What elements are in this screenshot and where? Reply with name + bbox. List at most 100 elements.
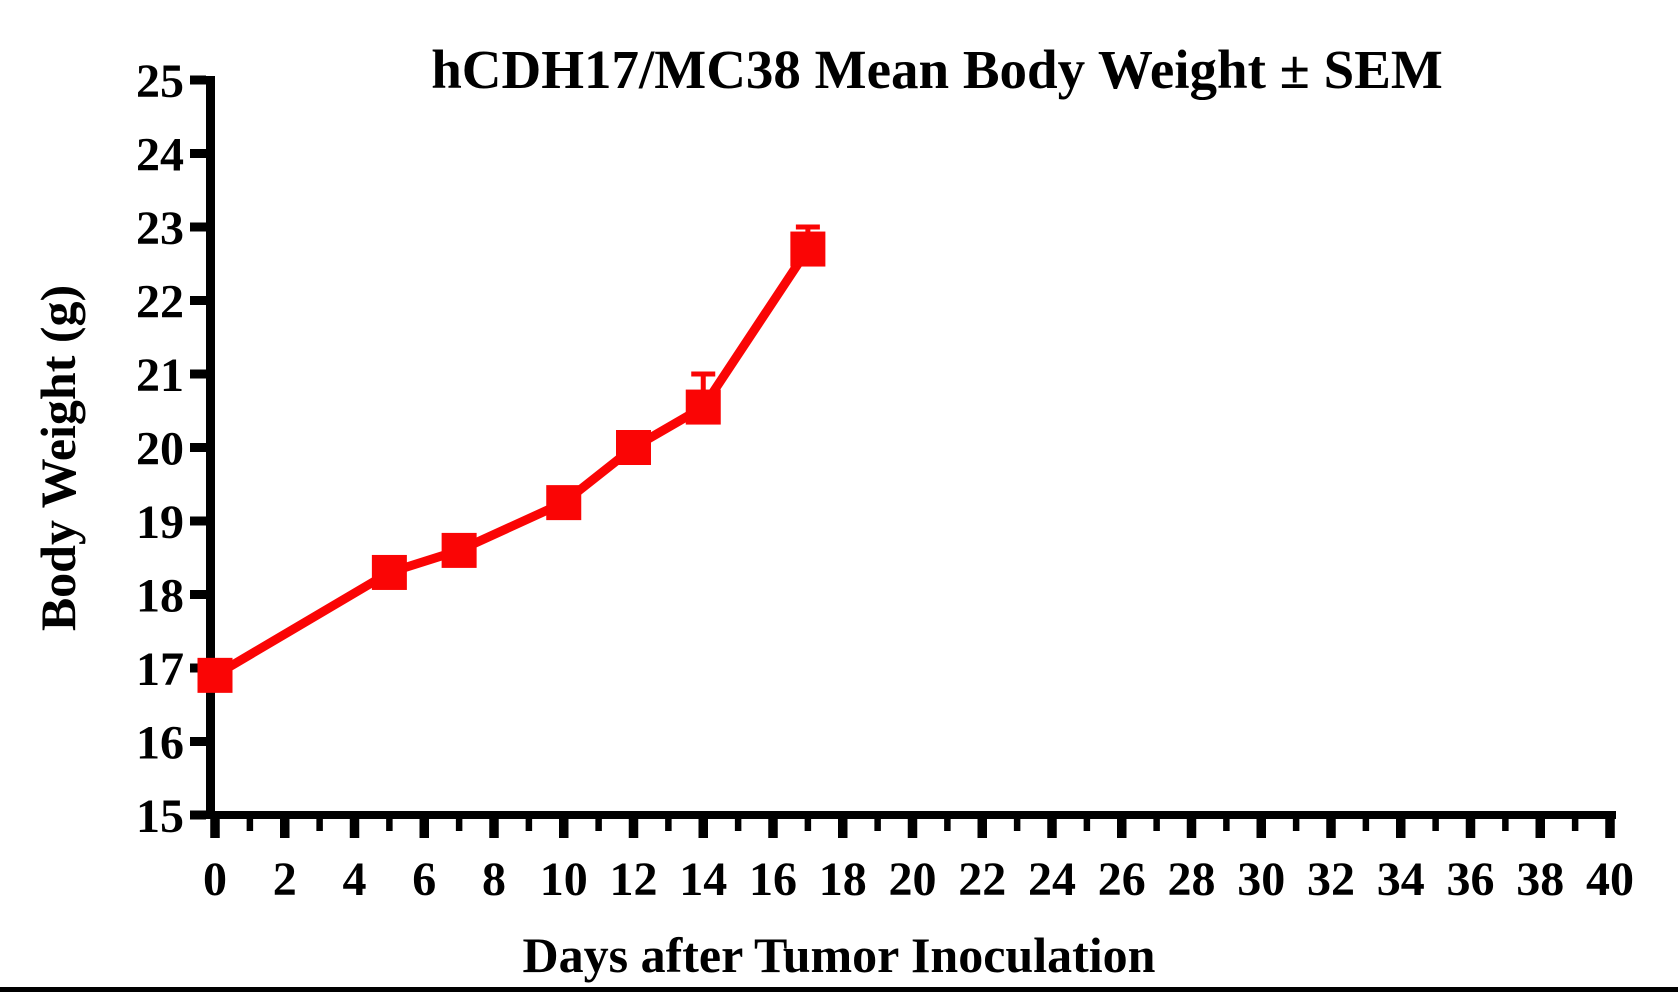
x-tick-label: 28: [1168, 853, 1216, 906]
x-tick-label: 6: [412, 853, 436, 906]
x-tick-label: 38: [1516, 853, 1564, 906]
data-point-marker: [790, 231, 826, 267]
x-tick-minor: [1571, 819, 1579, 831]
x-tick-minor: [734, 819, 742, 831]
x-tick-major: [1117, 819, 1127, 838]
x-tick-minor: [595, 819, 602, 831]
x-tick-minor: [246, 819, 254, 831]
x-tick-label: 34: [1377, 853, 1425, 906]
x-tick-major: [1256, 819, 1266, 838]
data-point-marker: [197, 657, 233, 693]
y-tick: [190, 590, 206, 599]
x-tick-label: 18: [819, 853, 867, 906]
y-tick-label: 17: [136, 643, 184, 696]
x-tick-minor: [455, 819, 463, 831]
x-tick-minor: [316, 819, 323, 831]
x-tick-minor: [525, 819, 533, 831]
x-tick-major: [1535, 819, 1545, 838]
error-bar-cap: [795, 224, 820, 230]
x-tick-major: [1047, 819, 1057, 838]
x-tick-major: [838, 819, 848, 838]
x-tick-minor: [1083, 819, 1091, 831]
y-tick: [190, 222, 206, 232]
x-tick-major: [1396, 819, 1406, 838]
x-tick-major: [628, 819, 639, 838]
x-tick-minor: [874, 819, 881, 831]
x-tick-major: [907, 819, 918, 838]
bottom-rule: [0, 987, 1678, 992]
x-tick-label: 10: [540, 853, 588, 906]
x-tick-major: [698, 819, 708, 838]
x-tick-major: [210, 819, 220, 838]
x-tick-label: 2: [273, 853, 297, 906]
x-axis-line: [206, 811, 1616, 819]
x-tick-label: 30: [1237, 853, 1285, 906]
x-tick-label: 24: [1028, 853, 1076, 906]
x-tick-minor: [1432, 819, 1439, 831]
x-tick-label: 4: [343, 853, 367, 906]
y-tick-label: 16: [136, 717, 184, 770]
x-tick-minor: [944, 819, 951, 831]
x-axis-title: Days after Tumor Inoculation: [522, 927, 1156, 983]
error-bar-cap: [691, 371, 716, 377]
x-tick-minor: [1013, 819, 1021, 831]
y-tick-label: 21: [136, 349, 184, 402]
x-tick-minor: [1223, 819, 1230, 831]
x-tick-minor: [1362, 819, 1370, 831]
x-tick-major: [559, 819, 569, 838]
x-tick-label: 0: [203, 853, 227, 906]
data-point-marker: [371, 554, 407, 590]
series-line: [212, 246, 812, 680]
x-tick-major: [768, 819, 778, 838]
y-tick: [190, 737, 206, 746]
y-tick-label: 20: [136, 423, 184, 476]
y-tick: [190, 443, 206, 452]
x-tick-major: [1605, 819, 1615, 838]
x-tick-label: 40: [1586, 853, 1634, 906]
data-point-marker: [546, 485, 582, 521]
x-tick-major: [489, 819, 499, 838]
x-tick-minor: [804, 819, 812, 831]
y-tick: [190, 296, 206, 305]
y-tick-label: 24: [136, 129, 184, 182]
y-tick-label: 19: [136, 496, 184, 549]
x-tick-major: [1326, 819, 1336, 838]
x-tick-major: [280, 819, 290, 838]
data-point-marker: [616, 430, 651, 465]
data-point-marker: [685, 389, 721, 425]
chart-title: hCDH17/MC38 Mean Body Weight ± SEM: [431, 39, 1443, 100]
x-tick-label: 26: [1098, 853, 1146, 906]
x-tick-major: [349, 819, 360, 838]
y-tick: [190, 149, 206, 158]
y-tick-label: 18: [136, 570, 184, 623]
x-tick-minor: [1502, 819, 1509, 831]
x-tick-label: 16: [749, 853, 797, 906]
x-tick-label: 36: [1447, 853, 1495, 906]
y-tick-label: 22: [136, 276, 184, 329]
x-tick-major: [419, 819, 429, 838]
x-tick-label: 8: [482, 853, 506, 906]
y-tick: [190, 75, 206, 85]
y-tick: [190, 369, 206, 379]
y-tick: [190, 810, 206, 820]
x-tick-minor: [665, 819, 672, 831]
y-axis-line: [206, 76, 215, 819]
x-tick-minor: [386, 819, 393, 831]
x-tick-minor: [1292, 819, 1300, 831]
x-tick-label: 14: [679, 853, 727, 906]
x-tick-label: 32: [1307, 853, 1355, 906]
y-tick-label: 15: [136, 790, 184, 843]
x-tick-label: 12: [610, 853, 658, 906]
x-tick-label: 20: [889, 853, 937, 906]
y-tick: [190, 516, 206, 526]
y-tick-label: 25: [136, 55, 184, 108]
x-tick-major: [1186, 819, 1197, 838]
x-tick-major: [977, 819, 987, 838]
x-tick-minor: [1153, 819, 1160, 831]
x-tick-label: 22: [958, 853, 1006, 906]
y-tick-label: 23: [136, 202, 184, 255]
data-point-marker: [441, 532, 477, 568]
x-tick-major: [1465, 819, 1476, 838]
